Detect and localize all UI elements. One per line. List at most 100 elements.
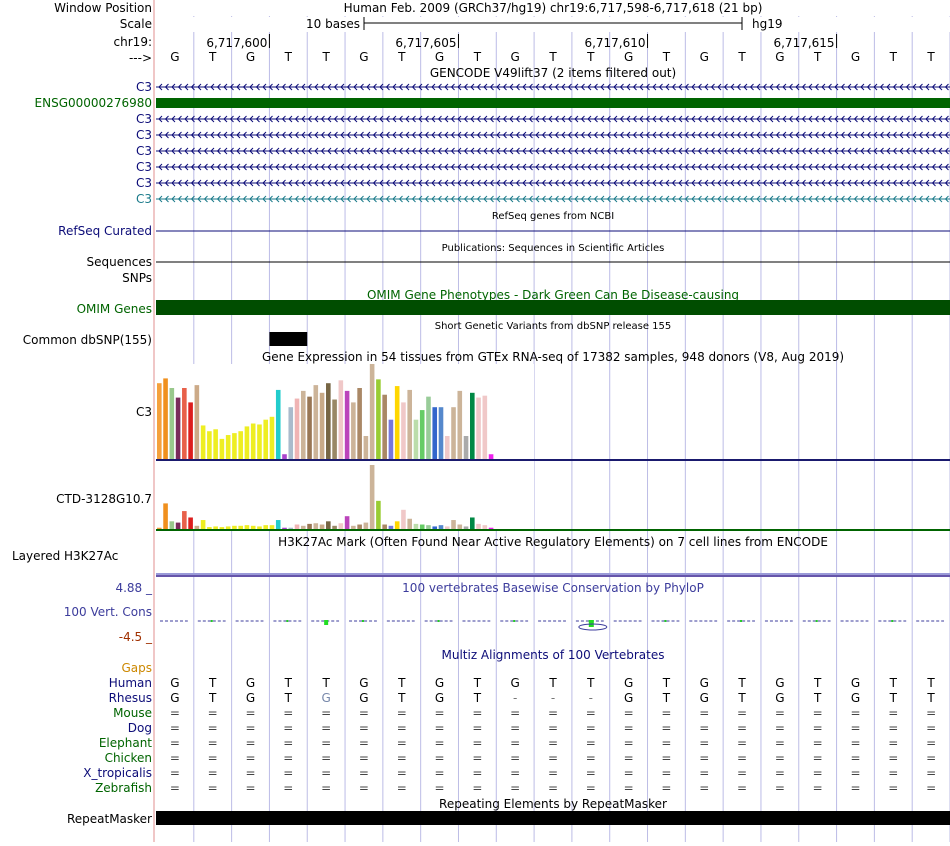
transcript-arrows[interactable] [156, 83, 950, 91]
gencode-transcript-label[interactable]: C3 [136, 176, 152, 190]
gtex-c3-tissue-bar[interactable] [388, 419, 394, 460]
gtex-c3-tissue-bar[interactable] [307, 396, 312, 460]
gtex-c3-tissue-bar[interactable] [338, 380, 344, 460]
dbsnp-track-label[interactable]: Common dbSNP(155) [23, 333, 152, 347]
gtex-ctd-tissue-bar[interactable] [294, 524, 300, 529]
gtex-c3-tissue-bar[interactable] [269, 416, 275, 460]
repeatmasker-track-label[interactable]: RepeatMasker [67, 812, 152, 826]
gtex-c3-tissue-bar[interactable] [288, 407, 294, 460]
gtex-ctd-tissue-bar[interactable] [332, 525, 337, 529]
gtex-ctd-tissue-bar[interactable] [207, 527, 212, 529]
gtex-ctd-tissue-bar[interactable] [451, 520, 456, 529]
gtex-c3-tissue-bar[interactable] [344, 390, 350, 460]
transcript-arrows[interactable] [156, 115, 950, 123]
gtex-c3-tissue-bar[interactable] [200, 425, 206, 460]
multiz-species-label[interactable]: Dog [128, 721, 152, 735]
gtex-ctd-tissue-bar[interactable] [288, 527, 294, 529]
gtex-ctd-tissue-bar[interactable] [438, 525, 444, 529]
gtex-c3-tissue-bar[interactable] [219, 438, 225, 460]
multiz-species-label[interactable]: Zebrafish [95, 781, 152, 795]
gtex-c3-tissue-bar[interactable] [363, 436, 369, 460]
gtex-ctd-tissue-bar[interactable] [269, 525, 275, 529]
gtex-ctd-tissue-bar[interactable] [407, 518, 412, 529]
gtex-c3-tissue-bar[interactable] [225, 435, 231, 460]
gtex-ctd-tissue-bar[interactable] [307, 523, 312, 529]
gtex-c3-tissue-bar[interactable] [257, 424, 262, 460]
gtex-c3-tissue-bar[interactable] [382, 394, 387, 460]
gtex-c3-tissue-bar[interactable] [163, 378, 168, 460]
gencode-transcript-label[interactable]: C3 [136, 80, 152, 94]
gtex-c3-tissue-bar[interactable] [232, 433, 237, 460]
gtex-ctd-tissue-bar[interactable] [401, 509, 406, 529]
gtex-c3-tissue-bar[interactable] [401, 402, 406, 460]
gtex-c3-tissue-bar[interactable] [275, 389, 281, 460]
gtex-ctd-tissue-bar[interactable] [426, 525, 431, 529]
gtex-c3-tissue-bar[interactable] [332, 399, 337, 460]
gtex-ctd-tissue-bar[interactable] [419, 524, 425, 529]
multiz-species-label[interactable]: Chicken [105, 751, 152, 765]
gtex-c3-tissue-bar[interactable] [213, 429, 218, 460]
gtex-ctd-tissue-bar[interactable] [300, 525, 306, 529]
snp-variant[interactable] [269, 332, 308, 346]
gtex-ctd-tissue-bar[interactable] [376, 500, 381, 529]
transcript-arrows[interactable] [156, 195, 950, 203]
gtex-c3-tissue-bar[interactable] [238, 431, 243, 460]
gtex-c3-tissue-bar[interactable] [351, 402, 356, 460]
refseq-track-label[interactable]: RefSeq Curated [58, 224, 152, 238]
h3k27ac-signal[interactable] [156, 573, 950, 575]
transcript-arrows[interactable] [156, 179, 950, 187]
gtex-ctd-tissue-bar[interactable] [363, 522, 369, 529]
gtex-c3-tissue-bar[interactable] [326, 383, 331, 460]
gtex-ctd-tissue-bar[interactable] [351, 525, 356, 529]
gtex-c3-tissue-bar[interactable] [157, 383, 162, 460]
gtex-c3-tissue-bar[interactable] [282, 454, 287, 460]
gtex-ctd-tissue-bar[interactable] [169, 521, 175, 529]
gene-bar[interactable] [156, 98, 950, 108]
gtex-ctd-tissue-bar[interactable] [225, 526, 231, 529]
gtex-ctd-tissue-bar[interactable] [326, 521, 331, 529]
transcript-arrows[interactable] [156, 163, 950, 171]
transcript-arrows[interactable] [156, 131, 950, 139]
gtex-ctd-tissue-bar[interactable] [413, 523, 419, 529]
phylop-scores[interactable] [160, 620, 944, 631]
gtex-ctd-tissue-bar[interactable] [476, 523, 481, 529]
gtex-c3-tissue-bar[interactable] [244, 426, 250, 460]
gtex-ctd-tissue-bar[interactable] [275, 520, 281, 529]
phylop-track-label[interactable]: 100 Vert. Cons [64, 605, 152, 619]
gtex-c3-tissue-bar[interactable] [319, 392, 325, 460]
gtex-ctd-tissue-bar[interactable] [488, 527, 494, 529]
gtex-ctd-tissue-bar[interactable] [213, 526, 218, 529]
gtex-ctd-label[interactable]: CTD-3128G10.7 [56, 492, 152, 506]
gencode-transcript-label[interactable]: C3 [136, 192, 152, 206]
gtex-c3-tissue-bar[interactable] [376, 379, 381, 460]
gtex-ctd-tissue-bar[interactable] [263, 525, 269, 529]
multiz-species-label[interactable]: Rhesus [109, 691, 152, 705]
gencode-transcript-label[interactable]: C3 [136, 128, 152, 142]
gtex-ctd-tissue-bar[interactable] [188, 517, 193, 529]
multiz-species-label[interactable]: X_tropicalis [83, 766, 152, 780]
gtex-ctd-tissue-bar[interactable] [313, 523, 319, 529]
gtex-c3-tissue-bar[interactable] [476, 397, 481, 460]
gtex-c3-tissue-bar[interactable] [413, 419, 419, 460]
gtex-ctd-tissue-bar[interactable] [219, 527, 225, 529]
gtex-ctd-tissue-bar[interactable] [463, 526, 469, 529]
gtex-ctd-tissue-bar[interactable] [200, 520, 206, 529]
h3k27ac-track-label[interactable]: Layered H3K27Ac [12, 549, 118, 563]
gtex-c3-tissue-bar[interactable] [457, 390, 463, 460]
gtex-ctd-tissue-bar[interactable] [482, 525, 488, 529]
gtex-c3-tissue-bar[interactable] [451, 407, 456, 460]
gtex-ctd-tissue-bar[interactable] [388, 525, 394, 529]
gtex-ctd-tissue-bar[interactable] [432, 526, 438, 529]
gtex-c3-tissue-bar[interactable] [294, 398, 300, 460]
gtex-c3-tissue-bar[interactable] [470, 392, 475, 460]
publications-snps-label[interactable]: SNPs [122, 271, 152, 285]
gtex-ctd-tissue-bar[interactable] [382, 524, 387, 529]
gtex-ctd-tissue-bar[interactable] [157, 527, 162, 529]
gencode-transcript-label[interactable]: C3 [136, 144, 152, 158]
gtex-c3-tissue-bar[interactable] [419, 410, 425, 460]
gtex-c3-tissue-bar[interactable] [250, 423, 256, 460]
gtex-c3-tissue-bar[interactable] [369, 364, 375, 460]
repeat-element-bar[interactable] [156, 811, 950, 825]
gtex-c3-tissue-bar[interactable] [488, 454, 494, 460]
